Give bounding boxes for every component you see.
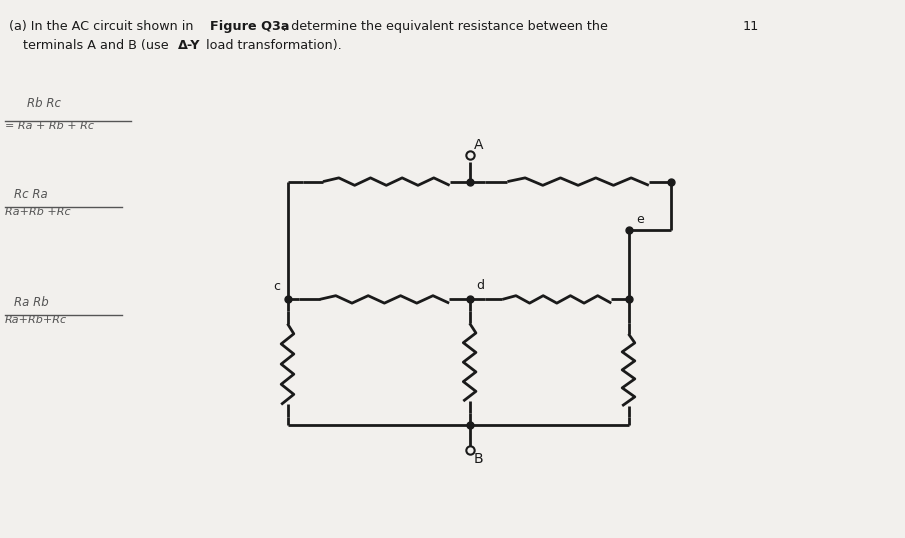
Text: (a) In the AC circuit shown in: (a) In the AC circuit shown in — [0, 537, 1, 538]
Text: B: B — [473, 452, 483, 466]
Text: Rb Rc: Rb Rc — [27, 97, 62, 110]
Text: (a) In the AC circuit shown in Figure Q3a, determine the equivalent resistance b: (a) In the AC circuit shown in Figure Q3… — [0, 537, 1, 538]
Text: 4Ω: 4Ω — [0, 537, 1, 538]
Text: 4Ω: 4Ω — [0, 537, 1, 538]
Text: Rc Ra: Rc Ra — [14, 188, 47, 201]
Text: 2Ω: 2Ω — [0, 537, 1, 538]
Text: 1Ω: 1Ω — [0, 537, 1, 538]
Text: e: e — [636, 213, 644, 226]
Text: (a) In the AC circuit shown in: (a) In the AC circuit shown in — [9, 20, 197, 33]
Text: B: B — [0, 537, 1, 538]
Text: terminals A and B (use: terminals A and B (use — [23, 39, 172, 52]
Text: Figure Q3a: Figure Q3a — [210, 20, 290, 33]
Text: d: d — [0, 537, 1, 538]
Text: c: c — [272, 280, 280, 293]
Text: e: e — [0, 537, 1, 538]
Text: d: d — [476, 279, 484, 292]
Text: 3Ω: 3Ω — [0, 537, 1, 538]
Text: Ra+Rb +Rc: Ra+Rb +Rc — [5, 207, 71, 217]
Text: 2Ω: 2Ω — [0, 537, 1, 538]
Text: Ra Rb: Ra Rb — [14, 296, 48, 309]
Text: A: A — [474, 138, 484, 152]
Text: Ra+Rb+Rc: Ra+Rb+Rc — [5, 315, 67, 325]
Text: load transformation).: load transformation). — [202, 39, 341, 52]
Text: = Ra + Rb + Rc: = Ra + Rb + Rc — [5, 121, 93, 131]
Text: , determine the equivalent resistance between the: , determine the equivalent resistance be… — [283, 20, 608, 33]
Text: 3Ω: 3Ω — [0, 537, 1, 538]
Text: A: A — [0, 537, 1, 538]
Text: 11: 11 — [742, 20, 758, 33]
Text: c: c — [0, 537, 1, 538]
Text: Δ-Y: Δ-Y — [178, 39, 201, 52]
